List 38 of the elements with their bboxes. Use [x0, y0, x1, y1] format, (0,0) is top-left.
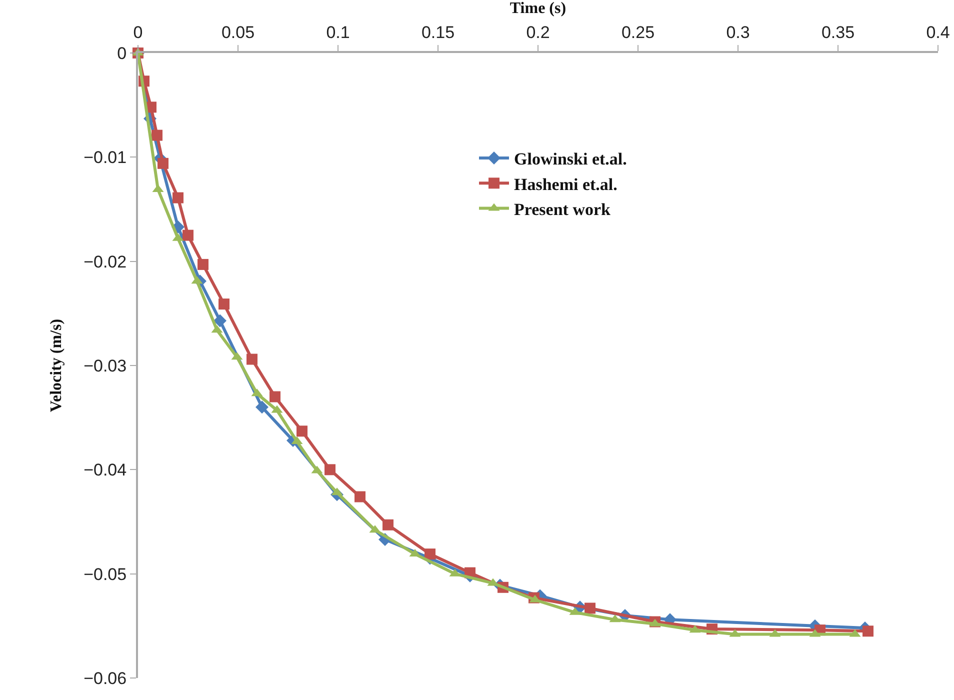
- point: [152, 130, 162, 141]
- point: [158, 158, 168, 169]
- point: [218, 298, 230, 310]
- x-tick-label: 0.25: [621, 23, 655, 42]
- y-tick-label: −0.02: [84, 252, 127, 272]
- legend-label: Glowinski et.al.: [514, 150, 627, 169]
- y-tick-label: −0.06: [84, 668, 127, 688]
- y-tick-label: 0: [117, 44, 127, 63]
- point: [862, 626, 874, 637]
- point: [296, 426, 308, 437]
- x-tick-label: 0.35: [821, 23, 855, 42]
- point: [424, 548, 436, 560]
- point: [256, 400, 268, 414]
- y-tick-label: −0.03: [84, 356, 127, 376]
- x-tick-label: 0.05: [221, 23, 255, 42]
- point: [246, 354, 258, 365]
- legend-label: Present work: [514, 200, 612, 219]
- y-tick-label: −0.04: [84, 460, 127, 480]
- point: [198, 258, 208, 270]
- x-tick-label: 0.3: [726, 23, 750, 42]
- y-axis-title: Velocity (m/s): [48, 318, 65, 412]
- point: [584, 602, 596, 614]
- x-tick-label: 0.2: [526, 23, 550, 42]
- x-tick-label: 0.15: [421, 23, 455, 42]
- legend-label: Hashemi et.al.: [514, 174, 618, 194]
- x-tick-label: 0.1: [326, 23, 350, 42]
- x-axis-title: Time (s): [510, 0, 566, 17]
- point: [214, 314, 226, 328]
- point: [270, 391, 280, 402]
- point: [354, 491, 366, 502]
- point: [324, 464, 336, 476]
- point: [172, 192, 184, 204]
- y-tick-label: −0.01: [84, 148, 127, 168]
- point: [182, 230, 194, 241]
- x-tick-label: 0.4: [926, 23, 950, 42]
- x-tick-label: 0: [133, 23, 143, 42]
- point: [382, 519, 394, 530]
- y-tick-label: −0.05: [84, 564, 127, 584]
